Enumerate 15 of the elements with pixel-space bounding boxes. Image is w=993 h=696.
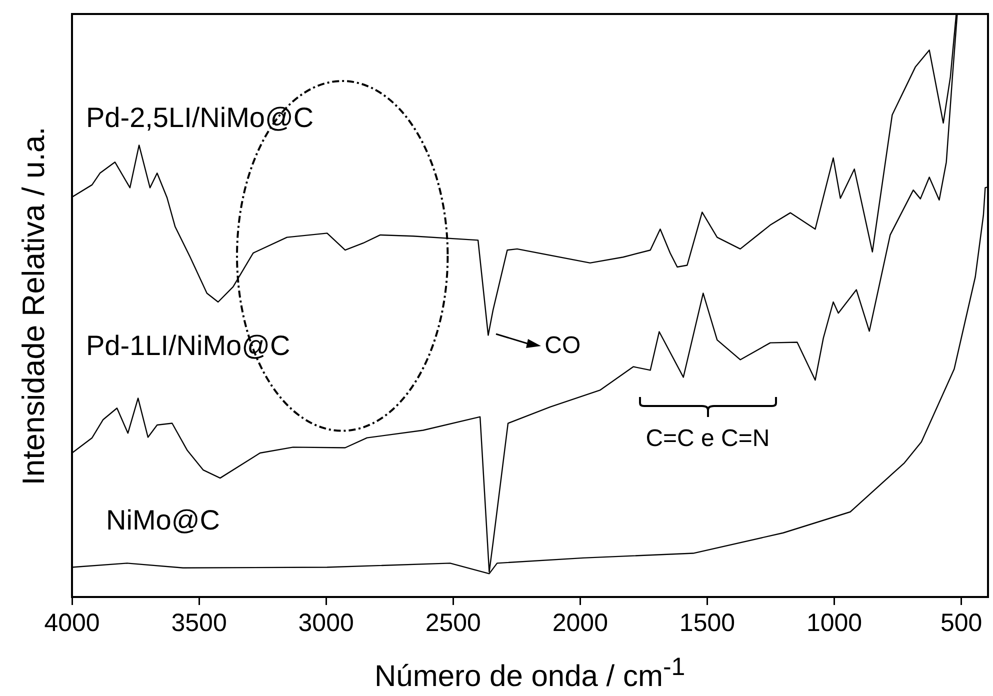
x-tick-label: 500 [940, 608, 982, 637]
annotation: C=C e C=N [646, 425, 770, 452]
x-tick-label: 4000 [44, 608, 100, 637]
x-tick-label: 3000 [298, 608, 354, 637]
text: Pd-1LI/NiMo@C [86, 330, 290, 361]
x-tick-label: 2500 [425, 608, 481, 637]
x-tick-label: 1500 [679, 608, 736, 637]
series-label: Pd-2,5LI/NiMo@C [86, 102, 314, 134]
y-axis-title: Intensidade Relativa / u.a. [16, 126, 52, 485]
x-tick-label: 1000 [806, 608, 862, 637]
x-axis-title: Número de onda / cm$^{-1}$ [374, 653, 686, 694]
annotation: CO [544, 332, 581, 359]
series-label: NiMo@C [106, 504, 220, 536]
x-tick-label: 2000 [552, 608, 608, 637]
x-tick-label: 3500 [171, 608, 227, 637]
